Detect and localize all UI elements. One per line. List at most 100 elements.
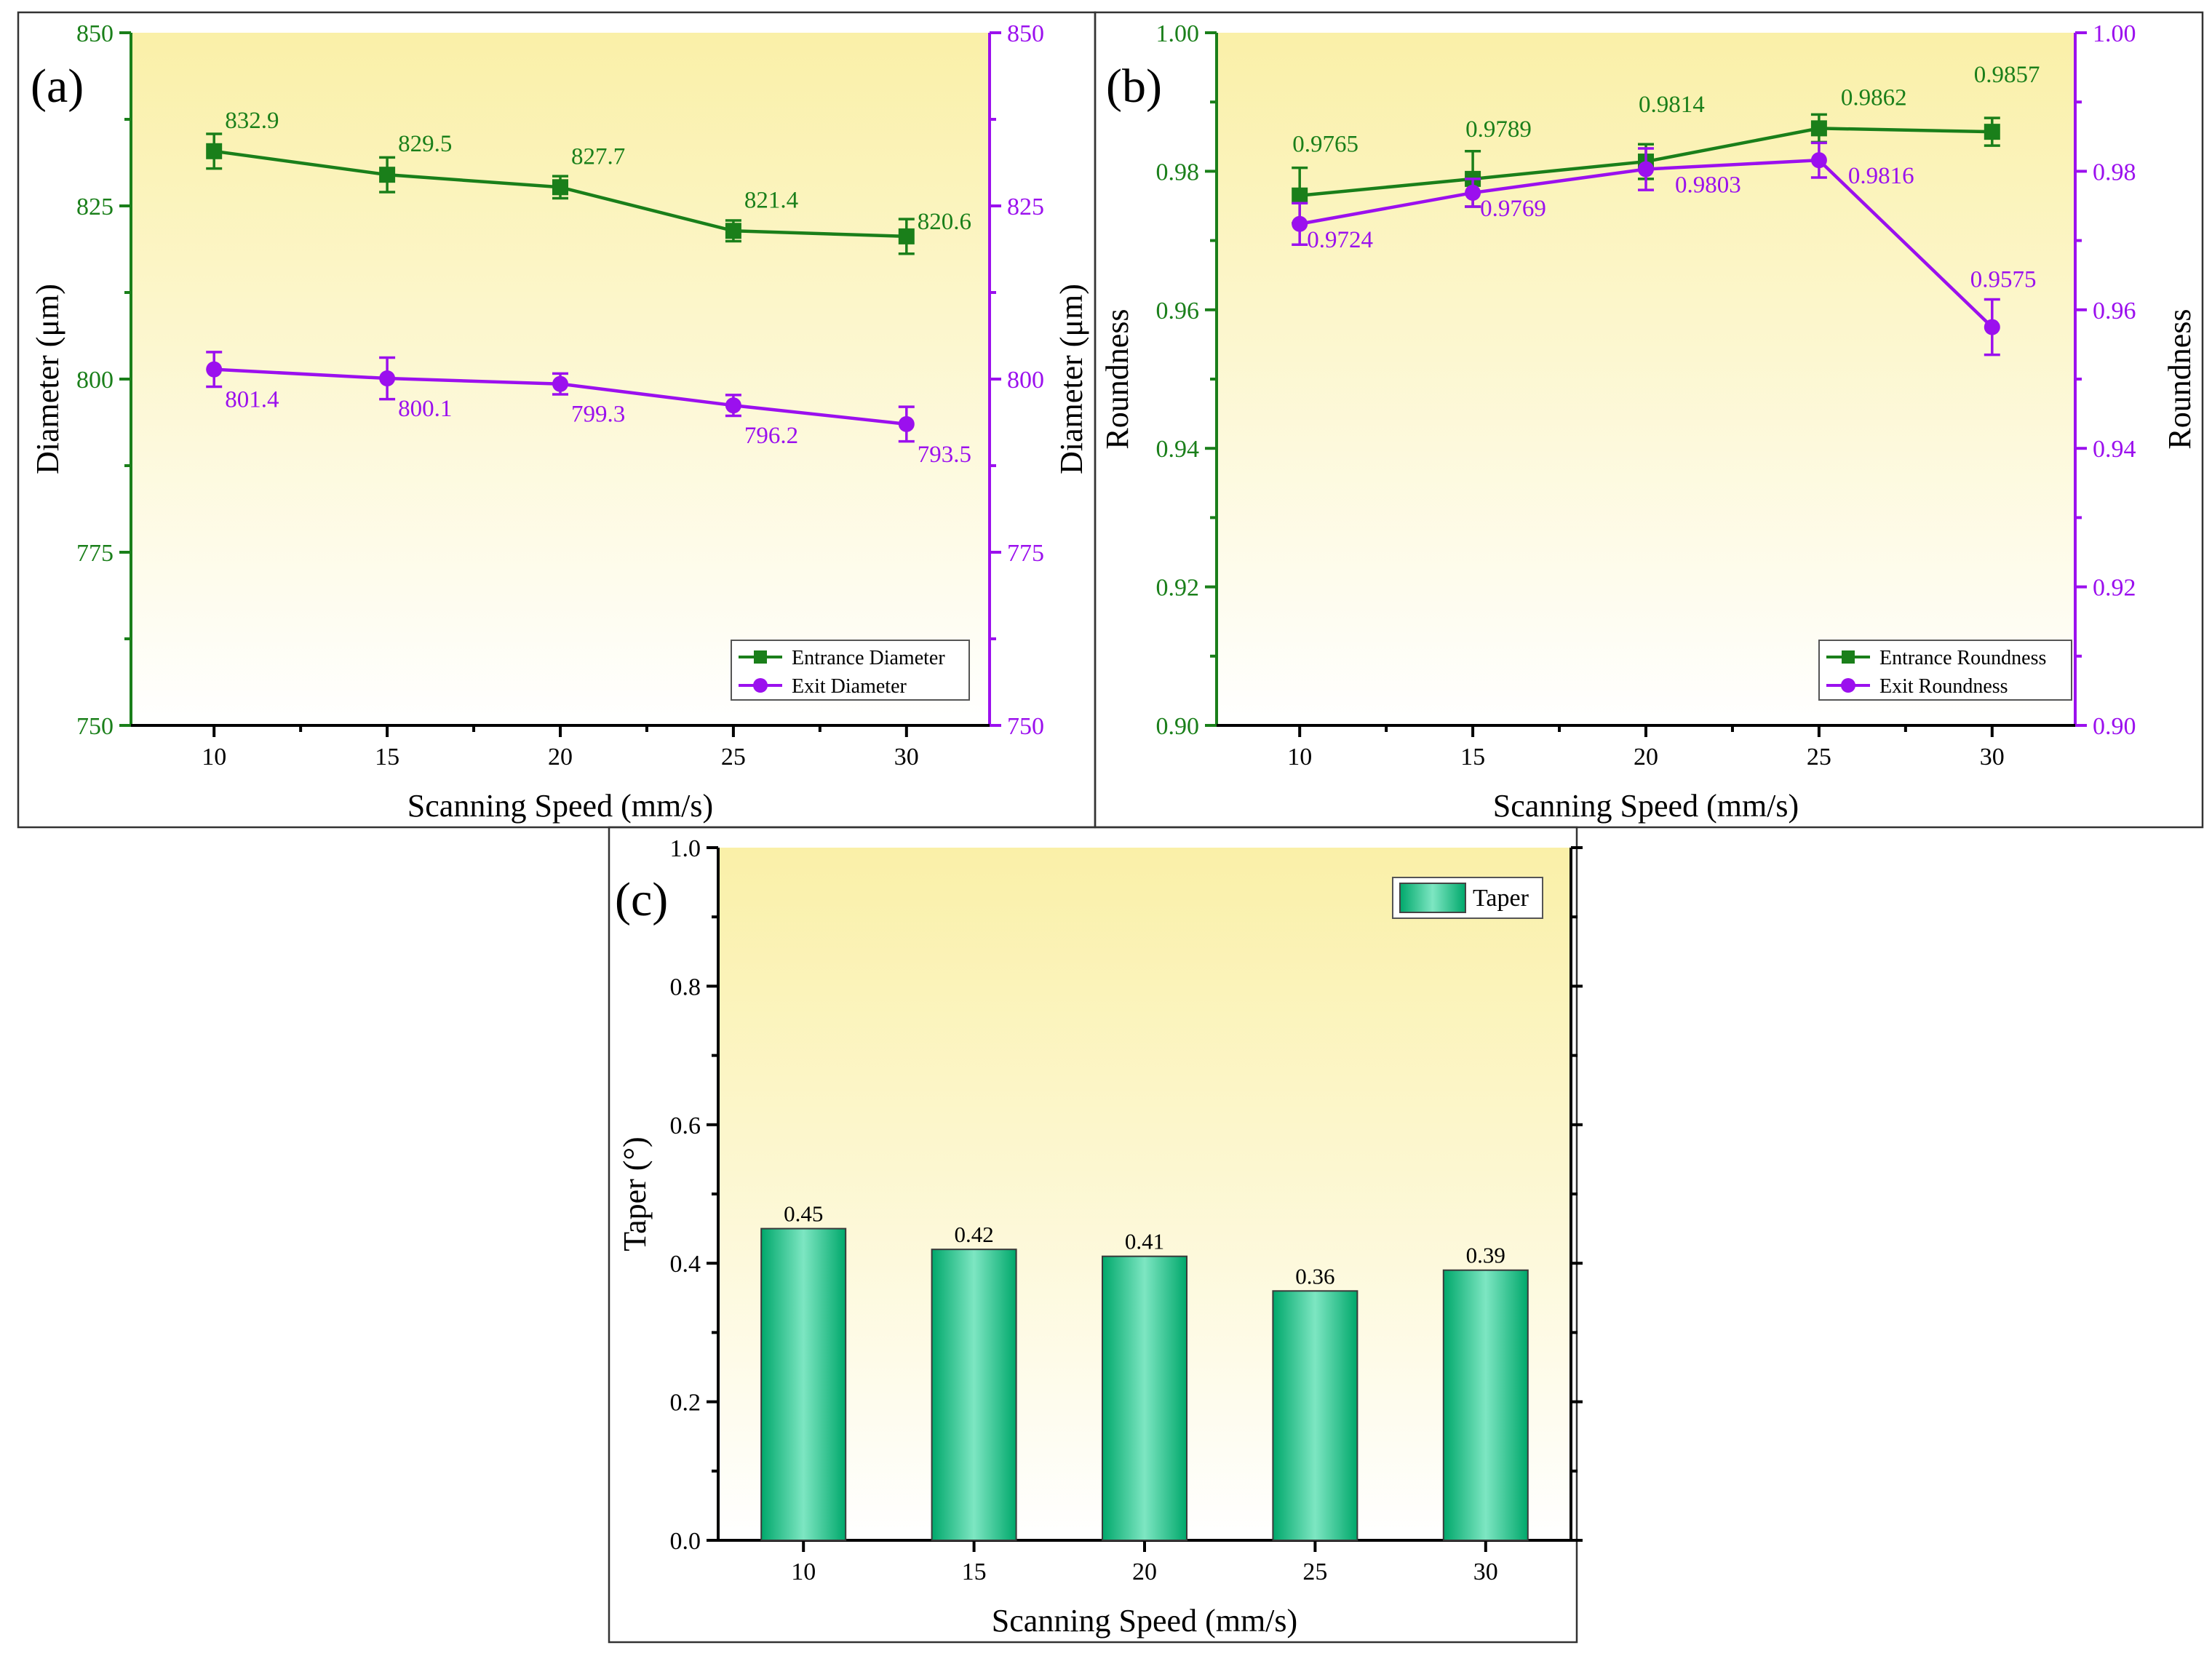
panel-a-left-tick-label: 775 (76, 540, 114, 567)
panel-a-x-tick-label: 20 (548, 744, 573, 771)
panel-a-legend-box (731, 640, 970, 701)
panel-a-left-tick-label: 750 (76, 713, 114, 740)
panel-a-data-label: 796.2 (744, 423, 798, 449)
panel-c-bar (1272, 1290, 1358, 1542)
panel-a-x-tick-label: 15 (375, 744, 399, 771)
panel-b-right-tick-label: 0.98 (2093, 159, 2136, 186)
panel-a-data-label: 799.3 (571, 402, 625, 428)
panel-c-bar (1442, 1269, 1529, 1541)
panel-b-x-tick-label: 30 (1980, 744, 2005, 771)
panel-c-bar (760, 1227, 847, 1541)
panel-c-y-tick-label: 0.6 (670, 1112, 701, 1139)
panel-a-legend-exit-label: Exit Diameter (792, 675, 907, 698)
panel-b-right-tick-label: 0.92 (2093, 575, 2136, 602)
panel-b-roundness-chart: (b) Scanning Speed (mm/s) Roundness Roun… (1099, 20, 2197, 824)
panel-a-entrance-point (898, 228, 915, 244)
panel-b-left-tick-label: 0.98 (1156, 159, 1200, 186)
panel-b-data-label: 0.9765 (1292, 132, 1358, 158)
panel-c-y-tick-label: 0.2 (670, 1390, 701, 1417)
panel-b-data-label: 0.9724 (1307, 227, 1373, 253)
panel-b-entrance-point (1984, 124, 2000, 140)
panel-c-frame (608, 826, 1578, 1644)
panel-a-entrance-point (206, 143, 223, 159)
panel-b-entrance-point (1292, 187, 1308, 204)
panel-b-right-axis-title: Roundness (2162, 308, 2197, 449)
panel-b-left-tick-label: 0.94 (1156, 436, 1200, 463)
panel-b-right-tick-label: 1.00 (2093, 20, 2136, 47)
panel-b-legend-entrance-label: Entrance Roundness (1879, 647, 2046, 669)
panel-a-legend-exit-marker (753, 678, 768, 693)
panel-c-x-tick-label: 20 (1132, 1558, 1157, 1585)
panel-a-x-tick-label: 10 (202, 744, 226, 771)
panel-c-y-tick-label: 1.0 (670, 835, 701, 862)
panel-b-label: (b) (1106, 60, 1162, 113)
panel-b-data-label: 0.9575 (1970, 267, 2037, 293)
panel-a-right-tick-label: 750 (1007, 713, 1044, 740)
panel-b-entrance-point (1810, 120, 1827, 137)
panel-c-x-tick-label: 10 (791, 1558, 816, 1585)
panel-b-x-tick-label: 25 (1807, 744, 1831, 771)
panel-c-bar-label: 0.39 (1466, 1243, 1505, 1268)
panel-c-x-tick-label: 25 (1302, 1558, 1327, 1585)
panel-a-data-label: 829.5 (398, 131, 452, 157)
panel-c-y-tick-label: 0.4 (670, 1251, 701, 1278)
panel-c-bar (931, 1249, 1017, 1542)
panel-b-exit-point (1292, 215, 1308, 232)
panel-b-left-tick-label: 0.92 (1156, 575, 1200, 602)
panel-c-x-tick-label: 30 (1473, 1558, 1498, 1585)
panel-c-legend: Taper (1392, 877, 1543, 919)
panel-b-left-tick-label: 0.96 (1156, 298, 1200, 325)
panel-b-legend-entrance-marker (1842, 650, 1855, 664)
panel-a-right-tick-label: 775 (1007, 540, 1044, 567)
panel-b-x-tick-label: 15 (1460, 744, 1485, 771)
panel-b-data-label: 0.9803 (1675, 172, 1741, 199)
panel-a-exit-point (552, 375, 568, 392)
panel-b-data-label: 0.9862 (1841, 84, 1907, 111)
panel-a-x-tick-label: 30 (894, 744, 919, 771)
panel-a-data-label: 801.4 (225, 387, 279, 413)
panel-b-right-tick-label: 0.94 (2093, 436, 2136, 463)
panel-a-label: (a) (31, 60, 84, 113)
panel-a-data-label: 832.9 (225, 108, 279, 134)
panel-a-exit-point (206, 361, 223, 378)
panel-a-left-tick-label: 850 (76, 20, 114, 47)
panel-a-data-label: 800.1 (398, 396, 452, 422)
panel-b-frame (1094, 11, 2204, 829)
panel-b-data-label: 0.9814 (1639, 92, 1705, 118)
panel-a-legend-entrance-label: Entrance Diameter (792, 647, 945, 669)
panel-b-right-tick-label: 0.96 (2093, 298, 2136, 325)
panel-b-data-label: 0.9789 (1465, 116, 1532, 143)
panel-b-data-label: 0.9769 (1480, 196, 1546, 222)
panel-a-data-label: 793.5 (918, 442, 971, 468)
panel-a-x-tick-label: 25 (721, 744, 746, 771)
panel-b-exit-point (1810, 152, 1827, 169)
panel-a-data-label: 820.6 (918, 209, 971, 235)
panel-b-right-tick-label: 0.90 (2093, 713, 2136, 740)
panel-a-data-label: 821.4 (744, 187, 798, 213)
panel-a-left-tick-label: 825 (76, 194, 114, 220)
panel-c-y-axis-title: Taper (°) (617, 1136, 653, 1251)
panel-a-legend: Entrance Diameter Exit Diameter (731, 640, 970, 701)
panel-c-legend-swatch (1399, 883, 1466, 913)
panel-a-right-tick-label: 800 (1007, 367, 1044, 394)
panel-b-exit-point (1465, 184, 1481, 201)
panel-c-bar-label: 0.36 (1295, 1263, 1334, 1289)
panel-a-exit-point (898, 415, 915, 432)
panel-a-diameter-chart: (a) Scanning Speed (mm/s) Diameter (μm) … (30, 20, 1089, 824)
panel-c-bar (1102, 1255, 1187, 1542)
panel-c-x-axis-title: Scanning Speed (mm/s) (992, 1603, 1297, 1639)
panel-b-exit-point (1638, 161, 1654, 178)
panel-c-x-tick-label: 15 (962, 1558, 987, 1585)
panel-b-left-tick-label: 1.00 (1156, 20, 1200, 47)
panel-b-data-label: 0.9816 (1848, 163, 1914, 189)
panel-a-left-tick-label: 800 (76, 367, 114, 394)
panel-a-entrance-point (725, 223, 741, 239)
panel-b-x-tick-label: 20 (1634, 744, 1658, 771)
panel-b-legend: Entrance Roundness Exit Roundness (1818, 640, 2072, 701)
panel-a-x-axis-title: Scanning Speed (mm/s) (407, 788, 713, 824)
panel-c-legend-label: Taper (1473, 885, 1529, 912)
panel-a-legend-entrance-marker (754, 650, 767, 664)
panel-a-exit-point (725, 397, 741, 414)
panel-b-left-axis-title: Roundness (1099, 308, 1135, 449)
